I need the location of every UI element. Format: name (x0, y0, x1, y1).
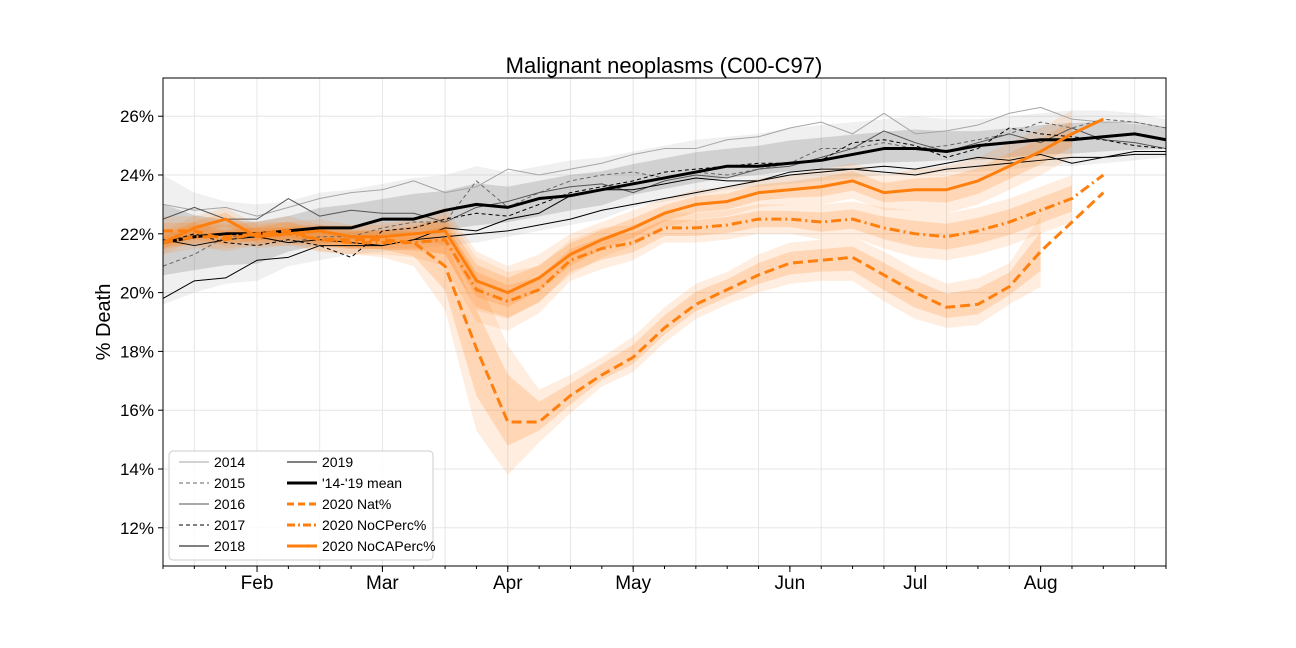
series-line (162, 132, 1167, 245)
series-line (162, 150, 1166, 299)
y-tick-label: 26% (120, 107, 154, 126)
band-outer (163, 216, 1041, 475)
legend-label: 2020 NoCAPerc% (322, 538, 436, 554)
x-ticks: Feb Mar Apr May Jun Jul Aug (162, 566, 1167, 594)
y-tick-label: 24% (120, 166, 154, 185)
legend-label: 2020 NoCPerc% (322, 517, 426, 533)
x-tick-label: Feb (241, 573, 274, 594)
x-tick-label: Aug (1024, 573, 1058, 594)
x-tick-label: May (615, 573, 651, 594)
legend-label: 2018 (214, 538, 245, 554)
legend-label: '14-'19 mean (322, 475, 402, 491)
x-tick-label: Apr (493, 573, 523, 594)
series-line (162, 117, 1104, 295)
x-tick-label: Jun (775, 573, 806, 594)
legend-label: 2015 (214, 475, 245, 491)
band-2014-2019-inner (163, 122, 1166, 276)
y-tick-label: 18% (120, 342, 154, 361)
series-line (162, 127, 1167, 223)
x-tick-label: Jul (903, 573, 927, 594)
y-axis-label: % Death (93, 284, 115, 361)
y-tick-label: 12% (120, 519, 154, 538)
series-line (163, 191, 1105, 424)
legend-label: 2017 (214, 517, 245, 533)
y-tick-label: 16% (120, 401, 154, 420)
confidence-bands (163, 110, 1166, 475)
band-2014-2019-outer (163, 110, 1166, 305)
legend-label: 2016 (214, 496, 245, 512)
y-tick-label: 22% (120, 225, 154, 244)
legend-label: 2019 (322, 454, 353, 470)
y-ticks: 12% 14% 16% 18% 20% 22% 24% 26% (120, 107, 163, 538)
band-outer (163, 175, 1072, 331)
y-tick-label: 20% (120, 284, 154, 303)
legend-label: 2020 Nat% (322, 496, 391, 512)
band-inner (163, 185, 1072, 318)
legend-label: 2014 (214, 454, 245, 470)
y-tick-label: 14% (120, 460, 154, 479)
legend: 2014 2015 2016 2017 2018 2019 '14-'19 mean 2020… (168, 450, 436, 561)
series-lines (162, 106, 1167, 424)
chart-title: Malignant neoplasms (C00-C97) (506, 53, 823, 78)
series-line (162, 106, 1167, 217)
x-tick-label: Mar (366, 573, 399, 594)
series-line (162, 127, 1167, 258)
